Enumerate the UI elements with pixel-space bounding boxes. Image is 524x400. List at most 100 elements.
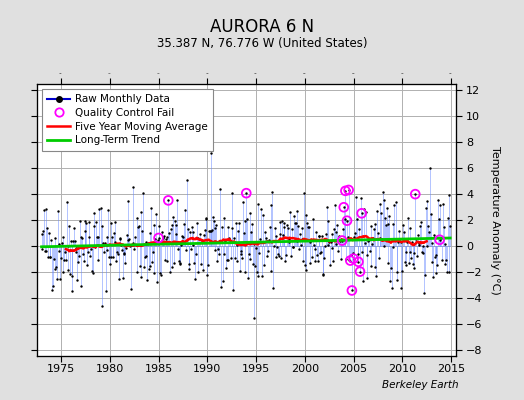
Point xyxy=(446,223,454,230)
Point xyxy=(90,223,98,229)
Point xyxy=(108,234,116,240)
Point xyxy=(125,235,134,242)
Point xyxy=(53,208,62,215)
Point xyxy=(50,256,58,262)
Point xyxy=(61,249,69,256)
Point xyxy=(405,260,413,266)
Point xyxy=(144,240,152,246)
Point xyxy=(406,249,414,256)
Point xyxy=(129,184,137,190)
Point xyxy=(403,238,411,245)
Point xyxy=(397,285,405,292)
Point xyxy=(252,245,260,252)
Point xyxy=(155,222,163,229)
Point xyxy=(340,204,348,210)
Point xyxy=(104,207,112,214)
Point xyxy=(320,255,329,261)
Point xyxy=(372,264,380,270)
Point xyxy=(207,150,215,156)
Point xyxy=(357,210,366,216)
Point xyxy=(439,201,447,207)
Point xyxy=(383,205,391,212)
Point xyxy=(165,230,173,236)
Point xyxy=(56,276,64,282)
Point xyxy=(82,220,91,227)
Point xyxy=(296,231,304,238)
Point xyxy=(171,231,180,237)
Point xyxy=(386,278,394,284)
Point xyxy=(291,220,299,226)
Point xyxy=(347,252,355,258)
Point xyxy=(154,236,162,243)
Point xyxy=(251,263,259,270)
Point xyxy=(307,237,315,243)
Point xyxy=(71,238,79,244)
Point xyxy=(62,199,71,206)
Point xyxy=(40,207,48,214)
Point xyxy=(297,242,305,248)
Point xyxy=(407,255,416,262)
Point xyxy=(63,243,72,249)
Point xyxy=(102,247,111,253)
Point xyxy=(71,245,80,251)
Point xyxy=(254,272,263,279)
Point xyxy=(418,250,427,256)
Point xyxy=(96,243,104,249)
Point xyxy=(428,259,436,265)
Point xyxy=(275,253,283,259)
Point xyxy=(38,246,47,252)
Point xyxy=(370,221,379,227)
Point xyxy=(379,196,388,203)
Point xyxy=(136,208,145,215)
Point xyxy=(139,190,147,196)
Point xyxy=(281,258,289,264)
Point xyxy=(114,251,122,257)
Point xyxy=(290,213,298,220)
Point xyxy=(437,234,445,241)
Point xyxy=(224,257,233,263)
Point xyxy=(425,165,434,171)
Point xyxy=(308,254,316,260)
Point xyxy=(84,249,92,256)
Point xyxy=(147,205,156,211)
Point xyxy=(180,240,189,246)
Point xyxy=(113,249,121,256)
Point xyxy=(148,259,156,266)
Point xyxy=(53,275,61,282)
Point xyxy=(410,265,419,271)
Point xyxy=(256,236,264,242)
Point xyxy=(319,272,327,278)
Point xyxy=(261,228,269,235)
Point xyxy=(172,221,181,228)
Point xyxy=(47,237,56,243)
Point xyxy=(288,244,297,250)
Point xyxy=(280,224,289,230)
Point xyxy=(277,255,286,262)
Point xyxy=(70,225,78,231)
Point xyxy=(417,219,425,225)
Point xyxy=(226,239,234,245)
Point xyxy=(385,212,394,219)
Point xyxy=(59,234,68,240)
Point xyxy=(67,237,75,244)
Point xyxy=(398,267,407,274)
Point xyxy=(227,255,235,261)
Point xyxy=(173,196,181,203)
Point xyxy=(257,273,266,279)
Point xyxy=(222,265,230,271)
Point xyxy=(276,230,285,237)
Point xyxy=(75,253,83,259)
Point xyxy=(183,177,191,183)
Point xyxy=(263,238,271,244)
Point xyxy=(292,208,301,215)
Point xyxy=(343,218,351,224)
Point xyxy=(146,262,155,269)
Point xyxy=(271,232,280,239)
Point xyxy=(416,222,424,229)
Point xyxy=(212,222,221,229)
Point xyxy=(325,238,333,245)
Point xyxy=(415,242,423,248)
Point xyxy=(167,225,175,232)
Point xyxy=(242,190,250,196)
Point xyxy=(126,243,134,250)
